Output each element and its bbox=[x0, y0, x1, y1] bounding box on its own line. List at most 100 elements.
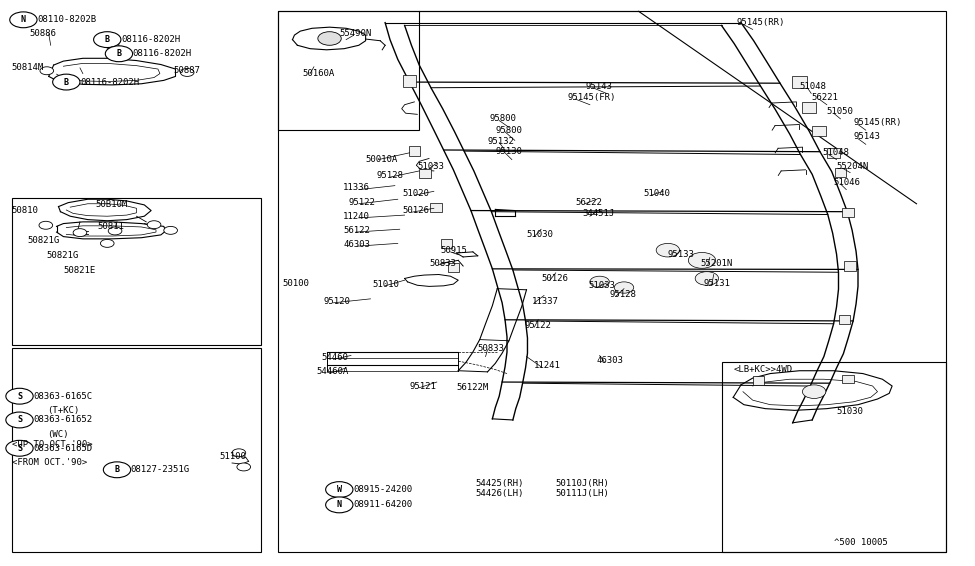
Text: 51010: 51010 bbox=[372, 280, 400, 289]
Text: B: B bbox=[114, 465, 120, 474]
Text: 95121: 95121 bbox=[410, 381, 437, 391]
Circle shape bbox=[326, 482, 353, 498]
Bar bbox=[842, 208, 854, 217]
Text: 51050: 51050 bbox=[827, 107, 854, 116]
Text: 51100: 51100 bbox=[219, 452, 247, 461]
Text: 95133: 95133 bbox=[668, 250, 695, 259]
Text: (WC): (WC) bbox=[47, 430, 68, 439]
Text: 50111J(LH): 50111J(LH) bbox=[556, 489, 609, 498]
Bar bbox=[12, 348, 261, 552]
Text: 95128: 95128 bbox=[376, 171, 404, 180]
Bar bbox=[12, 198, 261, 345]
Circle shape bbox=[688, 252, 716, 268]
Text: 34451J: 34451J bbox=[582, 209, 614, 218]
Text: 50160A: 50160A bbox=[302, 69, 334, 78]
Text: 08363-61652: 08363-61652 bbox=[33, 415, 93, 424]
Circle shape bbox=[73, 229, 87, 237]
Circle shape bbox=[108, 227, 122, 235]
Bar bbox=[430, 203, 442, 212]
Bar bbox=[812, 126, 826, 136]
Circle shape bbox=[6, 440, 33, 456]
Text: 11240: 11240 bbox=[343, 212, 370, 221]
Text: 50814M: 50814M bbox=[12, 63, 44, 72]
Text: 50100: 50100 bbox=[283, 278, 310, 288]
Text: 51030: 51030 bbox=[837, 407, 864, 416]
Text: 55204N: 55204N bbox=[837, 162, 869, 171]
Text: 50886: 50886 bbox=[29, 29, 57, 38]
Bar bbox=[838, 315, 850, 324]
Text: 50821E: 50821E bbox=[63, 266, 96, 275]
Text: B: B bbox=[116, 49, 122, 58]
Text: S: S bbox=[17, 444, 22, 453]
Circle shape bbox=[6, 388, 33, 404]
Text: 95122: 95122 bbox=[525, 321, 552, 330]
Bar bbox=[441, 239, 452, 248]
Text: <UP TO OCT.'90>: <UP TO OCT.'90> bbox=[12, 440, 93, 449]
Bar bbox=[403, 75, 416, 87]
Text: 95130: 95130 bbox=[495, 147, 523, 156]
Circle shape bbox=[614, 282, 634, 293]
Text: 50126: 50126 bbox=[403, 206, 430, 215]
Circle shape bbox=[6, 412, 33, 428]
Text: 54460: 54460 bbox=[322, 353, 349, 362]
Text: 50833: 50833 bbox=[478, 344, 505, 353]
Bar bbox=[792, 76, 807, 88]
Bar bbox=[842, 375, 854, 384]
Circle shape bbox=[590, 276, 609, 288]
Text: 51048: 51048 bbox=[800, 82, 827, 91]
Text: W: W bbox=[336, 485, 342, 494]
Text: 46303: 46303 bbox=[597, 356, 624, 365]
Text: 50811: 50811 bbox=[98, 222, 125, 231]
Bar bbox=[827, 148, 840, 158]
Text: 08127-2351G: 08127-2351G bbox=[131, 465, 190, 474]
Text: 51030: 51030 bbox=[526, 230, 554, 239]
Text: 08911-64200: 08911-64200 bbox=[353, 500, 412, 509]
Bar bbox=[448, 263, 459, 272]
Text: 95800: 95800 bbox=[495, 126, 523, 135]
Text: ^500 10005: ^500 10005 bbox=[834, 538, 887, 547]
Text: 50887: 50887 bbox=[174, 66, 201, 75]
Text: <FROM OCT.'90>: <FROM OCT.'90> bbox=[12, 458, 87, 467]
Text: 95120: 95120 bbox=[324, 297, 351, 306]
Text: 11337: 11337 bbox=[531, 297, 559, 306]
Circle shape bbox=[656, 243, 680, 257]
Text: 50126: 50126 bbox=[541, 274, 568, 283]
Text: 55490N: 55490N bbox=[339, 29, 371, 38]
Text: 51048: 51048 bbox=[822, 148, 849, 157]
Text: (T+KC): (T+KC) bbox=[47, 406, 79, 415]
Text: 55201N: 55201N bbox=[700, 259, 732, 268]
Text: 51033: 51033 bbox=[588, 281, 615, 290]
Bar bbox=[802, 102, 816, 113]
Circle shape bbox=[10, 12, 37, 28]
Text: 95132: 95132 bbox=[488, 137, 515, 146]
Text: 95122: 95122 bbox=[348, 198, 375, 207]
Text: 08116-8202H: 08116-8202H bbox=[121, 35, 180, 44]
Bar bbox=[419, 169, 431, 178]
Text: 54460A: 54460A bbox=[317, 367, 349, 376]
Text: 54425(RH): 54425(RH) bbox=[476, 479, 525, 488]
Circle shape bbox=[802, 385, 826, 398]
Text: 50110J(RH): 50110J(RH) bbox=[556, 479, 609, 488]
Circle shape bbox=[100, 239, 114, 247]
Text: 50821G: 50821G bbox=[47, 251, 79, 260]
Text: 54426(LH): 54426(LH) bbox=[476, 489, 525, 498]
Circle shape bbox=[232, 449, 246, 457]
Bar bbox=[844, 261, 856, 271]
Bar bbox=[409, 146, 420, 156]
Text: 08363-6165D: 08363-6165D bbox=[33, 444, 93, 453]
Circle shape bbox=[180, 68, 194, 76]
Bar bbox=[835, 168, 846, 177]
Circle shape bbox=[695, 272, 719, 285]
Text: 08363-6165C: 08363-6165C bbox=[33, 392, 93, 401]
Text: B: B bbox=[63, 78, 69, 87]
Circle shape bbox=[105, 41, 119, 49]
Text: 56122: 56122 bbox=[343, 226, 370, 235]
Text: S: S bbox=[17, 392, 22, 401]
Text: 11241: 11241 bbox=[534, 361, 562, 370]
Bar bbox=[753, 376, 764, 385]
Text: N: N bbox=[20, 15, 26, 24]
Circle shape bbox=[94, 32, 121, 48]
Text: 08915-24200: 08915-24200 bbox=[353, 485, 412, 494]
Text: 51046: 51046 bbox=[834, 178, 861, 187]
Text: 50B10M: 50B10M bbox=[96, 200, 128, 209]
